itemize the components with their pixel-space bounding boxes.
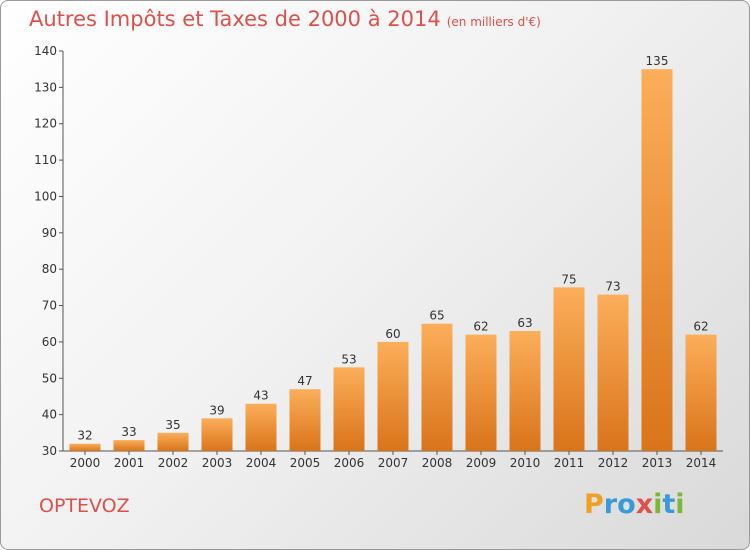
y-tick-label: 140 <box>34 44 57 58</box>
bar-value-label: 63 <box>517 316 532 330</box>
bar <box>289 389 321 451</box>
logo-letter: x <box>635 489 654 520</box>
logo-letter: P <box>584 489 604 520</box>
commune-name: OPTEVOZ <box>39 495 130 517</box>
bar-value-label: 47 <box>297 374 312 388</box>
bar <box>421 323 453 451</box>
bar-value-label: 43 <box>253 389 268 403</box>
bar <box>597 294 629 451</box>
x-tick-label: 2004 <box>246 456 277 470</box>
bar-value-label: 73 <box>605 280 620 294</box>
proxiti-logo: Proxiti <box>584 489 685 520</box>
x-tick-label: 2014 <box>686 456 717 470</box>
logo-letter: r <box>603 489 618 520</box>
y-tick-label: 90 <box>42 226 57 240</box>
y-tick-label: 50 <box>42 371 57 385</box>
bar-value-label: 39 <box>209 403 224 417</box>
y-tick-label: 60 <box>42 335 57 349</box>
x-tick-label: 2007 <box>378 456 409 470</box>
bar <box>333 367 365 451</box>
bar <box>157 432 189 451</box>
bar <box>201 418 233 451</box>
title-main: Autres Impôts et Taxes de 2000 à 2014 <box>29 7 441 31</box>
bar <box>245 403 277 451</box>
x-tick-label: 2006 <box>334 456 365 470</box>
bar-value-label: 75 <box>561 272 576 286</box>
bar <box>113 440 145 451</box>
y-tick-label: 80 <box>42 262 57 276</box>
logo-letter: o <box>617 489 636 520</box>
y-tick-label: 30 <box>42 444 57 458</box>
bar <box>465 334 497 451</box>
x-tick-label: 2000 <box>70 456 101 470</box>
bar-value-label: 135 <box>646 54 669 68</box>
y-tick-label: 70 <box>42 299 57 313</box>
bar-value-label: 35 <box>165 418 180 432</box>
x-tick-label: 2003 <box>202 456 233 470</box>
bar-value-label: 60 <box>385 327 400 341</box>
x-tick-label: 2008 <box>422 456 453 470</box>
x-tick-label: 2011 <box>554 456 585 470</box>
y-tick-label: 110 <box>34 153 57 167</box>
bar-value-label: 65 <box>429 309 444 323</box>
logo-letter: t <box>662 489 676 520</box>
bar-value-label: 32 <box>77 429 92 443</box>
chart-title: Autres Impôts et Taxes de 2000 à 2014 (en… <box>29 7 541 31</box>
bar-value-label: 33 <box>121 425 136 439</box>
bar <box>553 287 585 451</box>
x-tick-label: 2010 <box>510 456 541 470</box>
x-tick-label: 2002 <box>158 456 189 470</box>
y-tick-label: 120 <box>34 117 57 131</box>
bar-value-label: 62 <box>473 320 488 334</box>
bar <box>69 443 101 451</box>
bar-value-label: 53 <box>341 352 356 366</box>
bar <box>641 69 673 451</box>
bar <box>377 341 409 451</box>
bar-value-label: 62 <box>693 320 708 334</box>
logo-letter: i <box>675 489 685 520</box>
x-tick-label: 2005 <box>290 456 321 470</box>
title-subtitle: (en milliers d'€) <box>446 15 541 29</box>
y-tick-label: 40 <box>42 408 57 422</box>
x-tick-label: 2001 <box>114 456 145 470</box>
y-tick-label: 130 <box>34 80 57 94</box>
x-tick-label: 2012 <box>598 456 629 470</box>
bar <box>685 334 717 451</box>
x-tick-label: 2013 <box>642 456 673 470</box>
x-tick-label: 2009 <box>466 456 497 470</box>
bar <box>509 331 541 451</box>
y-tick-label: 100 <box>34 189 57 203</box>
logo-letter: i <box>653 489 663 520</box>
